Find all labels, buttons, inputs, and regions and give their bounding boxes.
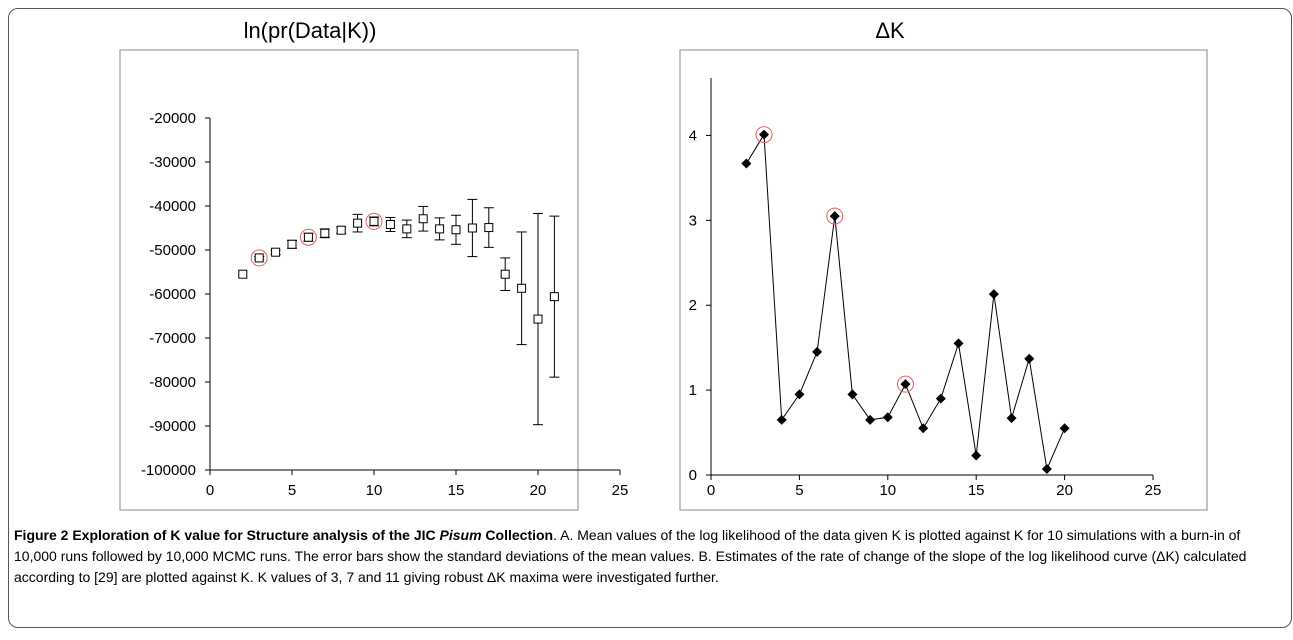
figure-caption: Figure 2 Exploration of K value for Stru…	[14, 525, 1280, 588]
chart-a-point	[500, 269, 510, 279]
caption-text: . A. Mean values of the log likelihood o…	[14, 527, 1247, 585]
chart-b-y-tick-label: 1	[689, 382, 697, 399]
chart-b-x-tick-label: 25	[1145, 482, 1162, 499]
chart-b-point	[759, 129, 770, 140]
chart-a-log-likelihood: -20000 -30000 -40000 -50000 -60000 -70000 -800…	[119, 49, 629, 511]
chart-b-y-tick-label: 4	[689, 127, 697, 144]
chart-b-point	[918, 423, 929, 434]
chart-b-series-line	[745, 132, 1066, 471]
chart-b-point	[953, 338, 964, 349]
chart-a-y-tick-label: -80000	[149, 374, 196, 391]
chart-a-x-tick-label: 15	[448, 482, 465, 499]
chart-a-highlight-circle	[365, 212, 383, 230]
chart-a-point	[385, 219, 395, 229]
chart-a-highlight-circle	[250, 249, 268, 267]
chart-a-point	[238, 269, 248, 279]
chart-a-point	[451, 225, 461, 235]
chart-b-plot-border	[679, 49, 1208, 511]
chart-a-x-tick-label: 25	[612, 482, 629, 499]
chart-a-point	[484, 223, 494, 233]
chart-a-title: ln(pr(Data|K))	[243, 18, 377, 43]
chart-b-y-tick-label: 2	[689, 297, 697, 314]
chart-a-y-tick-label: -90000	[149, 418, 196, 435]
chart-a-x-tick-label: 5	[288, 482, 296, 499]
chart-b-point	[829, 211, 840, 222]
figure-frame	[8, 8, 1292, 628]
chart-b-point	[935, 393, 946, 404]
chart-a-y-tick-label: -100000	[141, 462, 196, 479]
chart-a-point	[303, 232, 313, 242]
chart-a-point	[287, 239, 297, 249]
chart-b-highlight-circle	[826, 207, 844, 225]
chart-a-x-tick-label: 0	[206, 482, 214, 499]
chart-b-point	[741, 158, 752, 169]
chart-b-x-tick-label: 20	[1056, 482, 1073, 499]
chart-b-y-tick-label: 3	[689, 212, 697, 229]
chart-a-highlight-circle	[299, 228, 317, 246]
chart-b-y-tick-label: 0	[689, 467, 697, 484]
chart-b-point	[865, 414, 876, 425]
chart-a-y-tick-label: -50000	[149, 242, 196, 259]
chart-a-point	[418, 214, 428, 224]
chart-b-title: ΔK	[875, 18, 905, 43]
chart-a-y-tick-label: -40000	[149, 198, 196, 215]
chart-a-point	[353, 218, 363, 228]
chart-a-point	[336, 225, 346, 235]
chart-a-x-tick-label: 10	[366, 482, 383, 499]
chart-b-point	[1059, 423, 1070, 434]
chart-b-x-tick-label: 10	[879, 482, 896, 499]
chart-a-point	[435, 224, 445, 234]
chart-b-point	[812, 346, 823, 357]
chart-b-point	[971, 450, 982, 461]
chart-a-point	[402, 224, 412, 234]
chart-a-point	[517, 283, 527, 293]
chart-a-point	[549, 292, 559, 302]
chart-b-highlight-circle	[896, 375, 914, 393]
chart-b-point	[1024, 353, 1035, 364]
chart-b-point	[882, 412, 893, 423]
chart-a-point	[467, 223, 477, 233]
caption-title: Figure 2 Exploration of K value for Stru…	[14, 527, 554, 543]
chart-b-x-tick-label: 0	[707, 482, 715, 499]
chart-a-point	[533, 314, 543, 324]
chart-b-point	[900, 379, 911, 390]
chart-b-point	[794, 389, 805, 400]
chart-b-x-tick-label: 15	[968, 482, 985, 499]
chart-b-point	[1006, 413, 1017, 424]
chart-a-x-tick-label: 20	[530, 482, 547, 499]
chart-b-point	[776, 414, 787, 425]
chart-a-plot-border	[119, 49, 579, 511]
chart-a-point	[254, 253, 264, 263]
chart-a-point	[320, 228, 330, 238]
chart-a-y-tick-label: -70000	[149, 330, 196, 347]
chart-b-point	[1041, 464, 1052, 475]
chart-a-y-tick-label: -30000	[149, 154, 196, 171]
chart-a-point	[369, 216, 379, 226]
chart-b-x-tick-label: 5	[795, 482, 803, 499]
chart-b-delta-k: 0 1 2 3 4 0 5 10 15 20 25	[679, 49, 1208, 511]
chart-a-y-tick-label: -20000	[149, 110, 196, 127]
chart-b-highlight-circle	[755, 126, 773, 144]
chart-b-point	[988, 289, 999, 300]
chart-b-point	[847, 389, 858, 400]
chart-a-y-tick-label: -60000	[149, 286, 196, 303]
chart-a-point	[271, 247, 281, 257]
